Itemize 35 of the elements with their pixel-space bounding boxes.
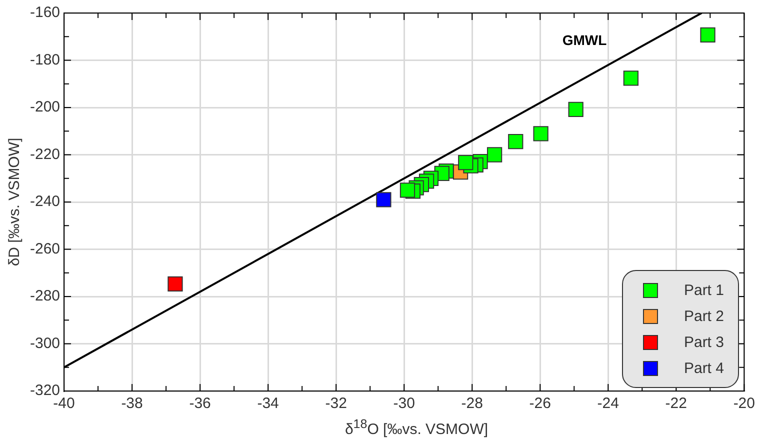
point [168,276,183,292]
series-label: GMWL [562,32,608,48]
point [400,182,416,198]
x-tick-label: -38 [121,395,143,412]
x-tick-label: -26 [529,395,551,412]
point [623,70,638,86]
y-tick-label: -240 [30,193,60,210]
y-tick-label: -180 [30,51,60,68]
x-tick-label: -30 [393,395,415,412]
x-tick-label: -28 [461,395,483,412]
x-tick-label: -32 [325,395,347,412]
point [376,192,392,208]
y-tick-label: -280 [30,288,60,305]
legend-label: Part 1 [684,282,724,298]
y-tick-label: -160 [30,4,60,22]
y-axis-title: δD [‰vs. VSMOW] [6,138,24,266]
y-tick-label: -220 [30,146,60,163]
legend-label: Part 2 [684,308,724,324]
legend-label: Part 4 [684,360,724,376]
legend-label: Part 3 [684,334,724,350]
y-tick-label: -260 [30,240,60,258]
y-tick-label: -300 [30,334,60,352]
x-tick-label: -34 [257,395,279,412]
y-tick-label: -200 [30,98,60,116]
x-axis-title: δ$^{18}$O [‰vs. VSMOW] [344,417,490,438]
x-tick-label: -22 [665,395,687,412]
point [458,154,474,170]
point [700,27,716,43]
point [568,102,584,117]
x-tick-label: -36 [189,395,211,412]
point [486,147,502,162]
x-tick-label: -24 [597,395,619,412]
x-tick-label: -20 [733,395,756,412]
point [533,126,548,142]
point [508,134,524,150]
